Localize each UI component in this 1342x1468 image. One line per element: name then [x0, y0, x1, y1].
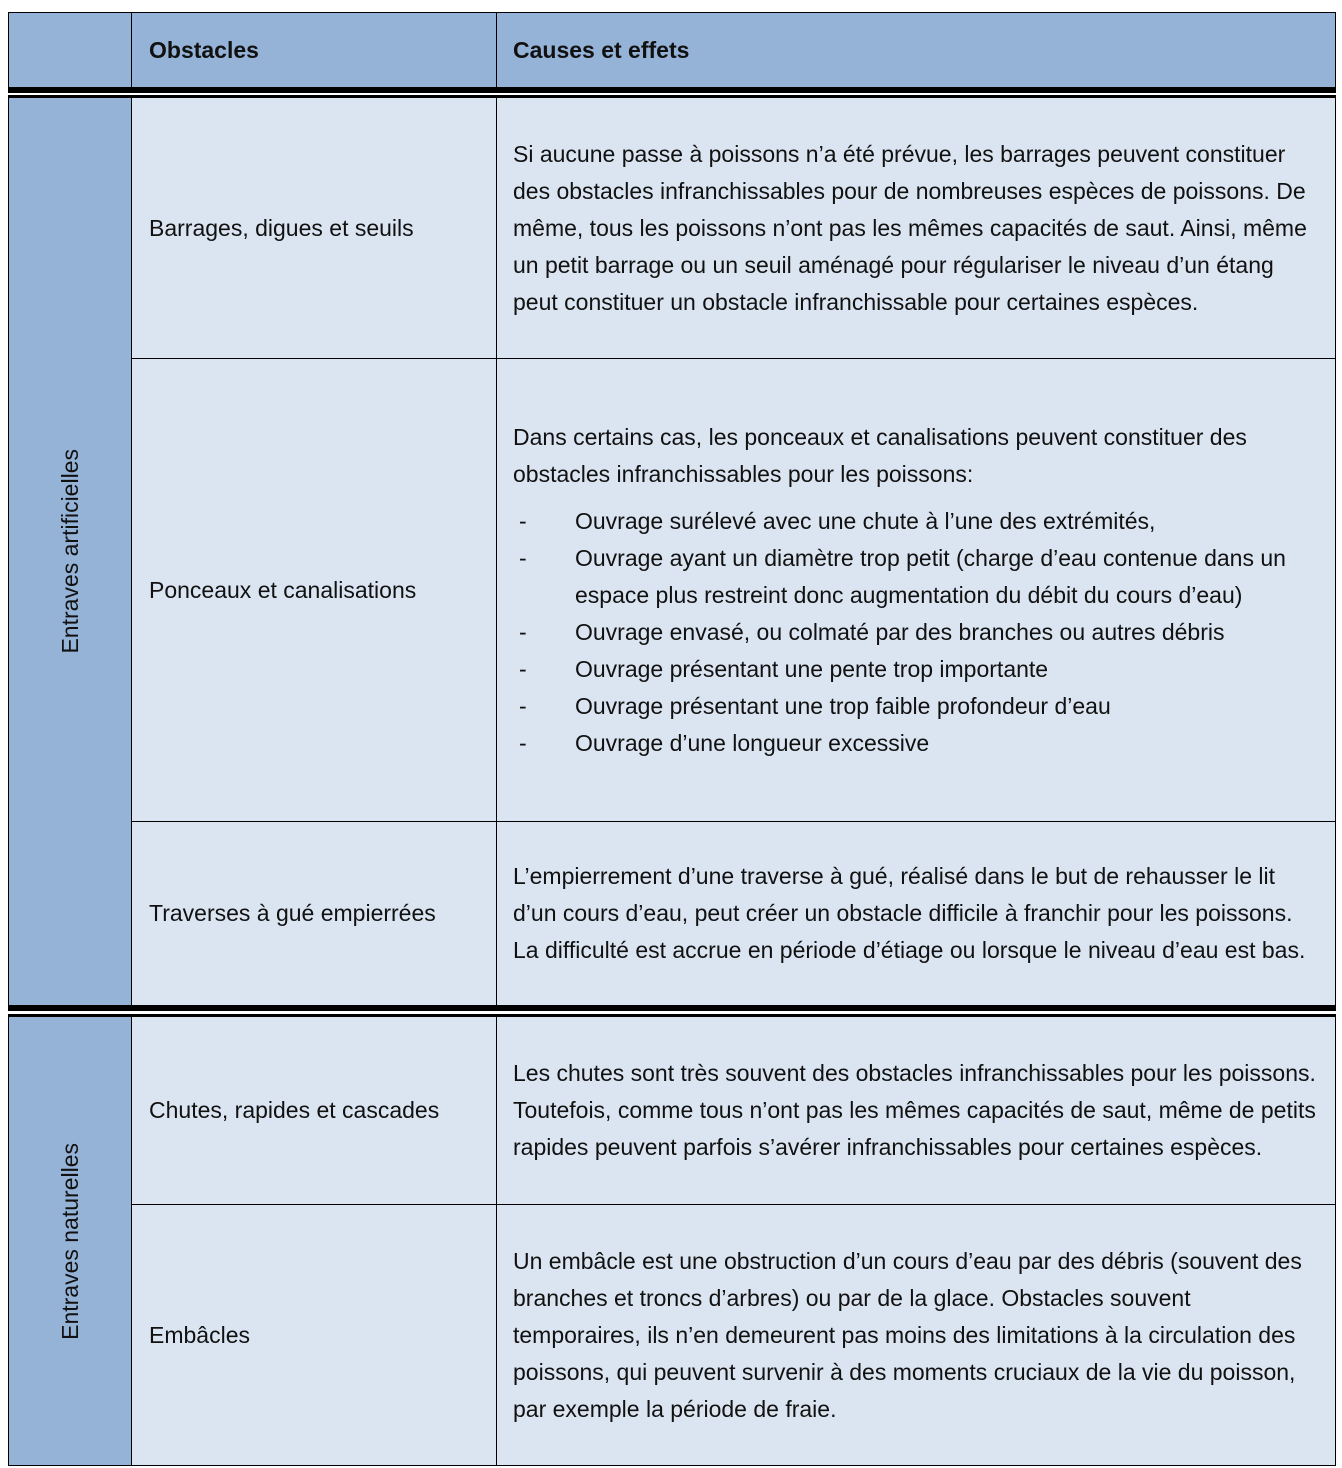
- obstacle-cell: Embâcles: [132, 1205, 497, 1465]
- obstacles-table: Obstacles Causes et effets Entraves arti…: [8, 12, 1336, 1466]
- list-item: - Ouvrage ayant un diamètre trop petit (c…: [519, 544, 1286, 608]
- group-label: Entraves naturelles: [56, 1142, 83, 1340]
- header-empty: [9, 13, 132, 87]
- list-item: - Ouvrage d’une longueur excessive: [519, 729, 930, 756]
- table-row: Chutes, rapides et cascades Les chutes s…: [132, 1017, 1335, 1205]
- effects-intro: Dans certains cas, les ponceaux et canal…: [513, 423, 1247, 487]
- list-item: - Ouvrage présentant une trop faible prof…: [519, 692, 1111, 719]
- header-causes: Causes et effets: [497, 13, 1335, 87]
- table-row: Embâcles Un embâcle est une obstruction …: [132, 1205, 1335, 1465]
- group-label: Entraves artificielles: [56, 449, 83, 654]
- table-row: Traverses à gué empierrées L’empierremen…: [132, 822, 1335, 1005]
- obstacle-cell: Traverses à gué empierrées: [132, 822, 497, 1005]
- effects-cell: Dans certains cas, les ponceaux et canal…: [497, 359, 1335, 821]
- group-naturelles: Entraves naturelles Chutes, rapides et c…: [8, 1017, 1336, 1466]
- effects-cell: L’empierrement d’une traverse à gué, réa…: [497, 822, 1335, 1005]
- list-item: - Ouvrage surélevé avec une chute à l’une…: [519, 507, 1156, 534]
- table-row: Barrages, digues et seuils Si aucune pas…: [132, 98, 1335, 359]
- list-item: - Ouvrage envasé, ou colmaté par des bran…: [519, 618, 1225, 645]
- obstacle-cell: Barrages, digues et seuils: [132, 98, 497, 358]
- header-obstacles: Obstacles: [132, 13, 497, 87]
- double-divider: [8, 1005, 1336, 1017]
- table-row: Ponceaux et canalisations Dans certains …: [132, 359, 1335, 822]
- group-artificielles: Entraves artificielles Barrages, digues …: [8, 98, 1336, 1005]
- effects-cell: Un embâcle est une obstruction d’un cour…: [497, 1205, 1335, 1465]
- obstacle-cell: Chutes, rapides et cascades: [132, 1017, 497, 1204]
- effects-cell: Si aucune passe à poissons n’a été prévu…: [497, 98, 1335, 358]
- obstacle-cell: Ponceaux et canalisations: [132, 359, 497, 821]
- effects-cell: Les chutes sont très souvent des obstacl…: [497, 1017, 1335, 1204]
- effects-list: - Ouvrage surélevé avec une chute à l’une…: [513, 503, 1319, 762]
- header-row: Obstacles Causes et effets: [8, 12, 1336, 87]
- double-divider: [8, 87, 1336, 98]
- list-item: - Ouvrage présentant une pente trop impor…: [519, 655, 1049, 682]
